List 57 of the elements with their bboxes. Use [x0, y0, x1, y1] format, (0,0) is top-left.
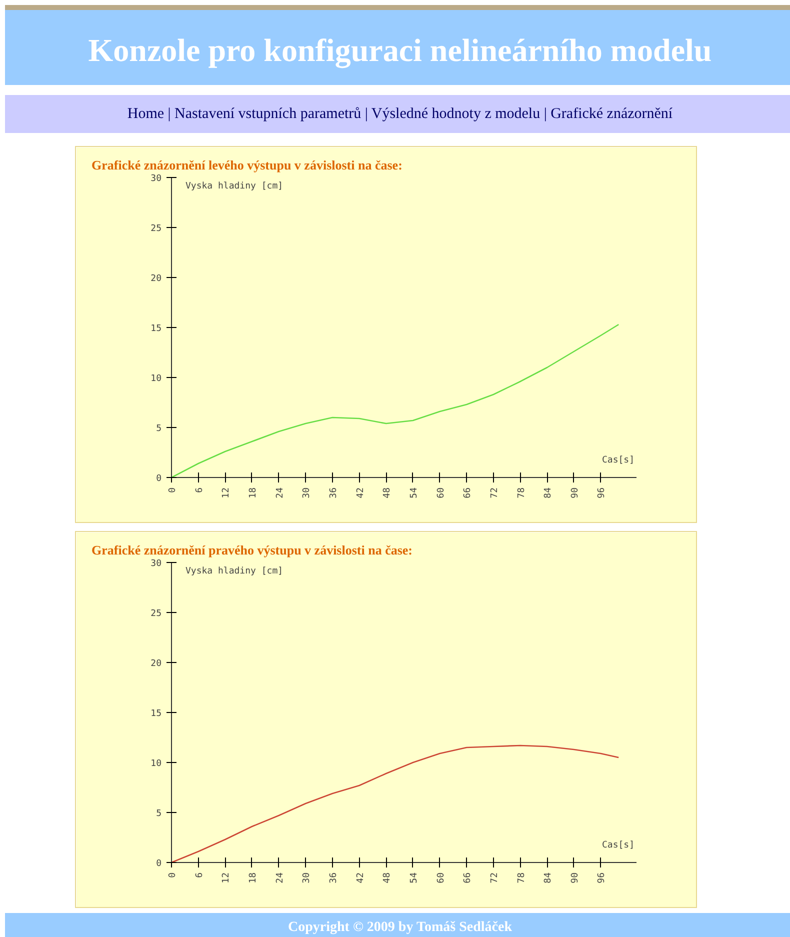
x-tick-label: 66: [463, 872, 474, 884]
y-tick-label: 25: [150, 224, 162, 234]
x-tick-label: 84: [544, 872, 554, 884]
x-tick-label: 96: [597, 487, 608, 498]
text: Copyright © 2009 by Tomáš Sedláček: [288, 919, 512, 937]
x-tick-label: 96: [597, 872, 608, 884]
y-tick-label: 0: [156, 474, 162, 484]
y-tick-label: 30: [150, 559, 162, 569]
chart-title: Grafické znázornění pravého výstupu v závislosti na čase:: [92, 542, 413, 558]
x-tick-label: 6: [194, 872, 205, 878]
y-tick-label: 5: [156, 424, 162, 434]
y-tick-label: 5: [156, 809, 162, 819]
x-tick-label: 30: [302, 487, 312, 498]
x-tick-label: 0: [168, 487, 178, 493]
y-axis-title: Vyska hladiny [cm]: [186, 182, 284, 192]
x-tick-label: 42: [356, 487, 366, 498]
y-tick-label: 15: [150, 324, 162, 334]
x-axis-title: Cas[s]: [602, 456, 635, 466]
x-tick-label: 48: [382, 487, 393, 498]
x-tick-label: 90: [570, 487, 580, 498]
x-tick-label: 54: [409, 487, 420, 498]
x-tick-label: 12: [222, 487, 232, 498]
x-axis-title: Cas[s]: [602, 840, 635, 850]
x-tick-label: 66: [463, 487, 474, 498]
x-tick-label: 6: [194, 487, 205, 493]
y-tick-label: 20: [150, 659, 162, 669]
x-tick-label: 54: [409, 872, 420, 884]
y-tick-label: 30: [150, 174, 162, 184]
x-tick-label: 30: [302, 872, 312, 884]
y-tick-label: 10: [150, 759, 162, 769]
x-tick-label: 90: [570, 872, 580, 884]
y-tick-label: 20: [150, 274, 162, 284]
x-tick-label: 36: [328, 872, 339, 884]
text: Home | Nastavení vstupních parametrů | Výsledné hodnoty z modelu | Grafické znázornění: [127, 105, 673, 124]
x-tick-label: 72: [490, 487, 500, 498]
x-tick-label: 78: [516, 872, 527, 884]
x-tick-label: 24: [275, 487, 286, 498]
x-tick-label: 0: [168, 872, 178, 878]
y-tick-label: 10: [150, 374, 162, 384]
x-tick-label: 84: [544, 487, 554, 498]
x-tick-label: 18: [248, 872, 258, 884]
x-tick-label: 60: [436, 487, 446, 498]
x-tick-label: 78: [516, 487, 527, 498]
y-tick-label: 25: [150, 609, 162, 619]
chart-title: Grafické znázornění levého výstupu v závislosti na čase:: [92, 158, 402, 172]
y-tick-label: 15: [150, 709, 162, 719]
x-tick-label: 42: [356, 872, 366, 884]
y-tick-label: 0: [156, 859, 162, 869]
x-tick-label: 12: [222, 872, 232, 884]
text: Konzole pro konfiguraci nelineárního modelu: [88, 31, 712, 70]
x-tick-label: 24: [275, 872, 286, 884]
x-tick-label: 48: [382, 872, 393, 884]
x-tick-label: 18: [248, 487, 258, 498]
x-tick-label: 36: [328, 487, 339, 498]
x-tick-label: 60: [436, 872, 446, 884]
y-axis-title: Vyska hladiny [cm]: [186, 566, 284, 576]
x-tick-label: 72: [490, 872, 500, 884]
